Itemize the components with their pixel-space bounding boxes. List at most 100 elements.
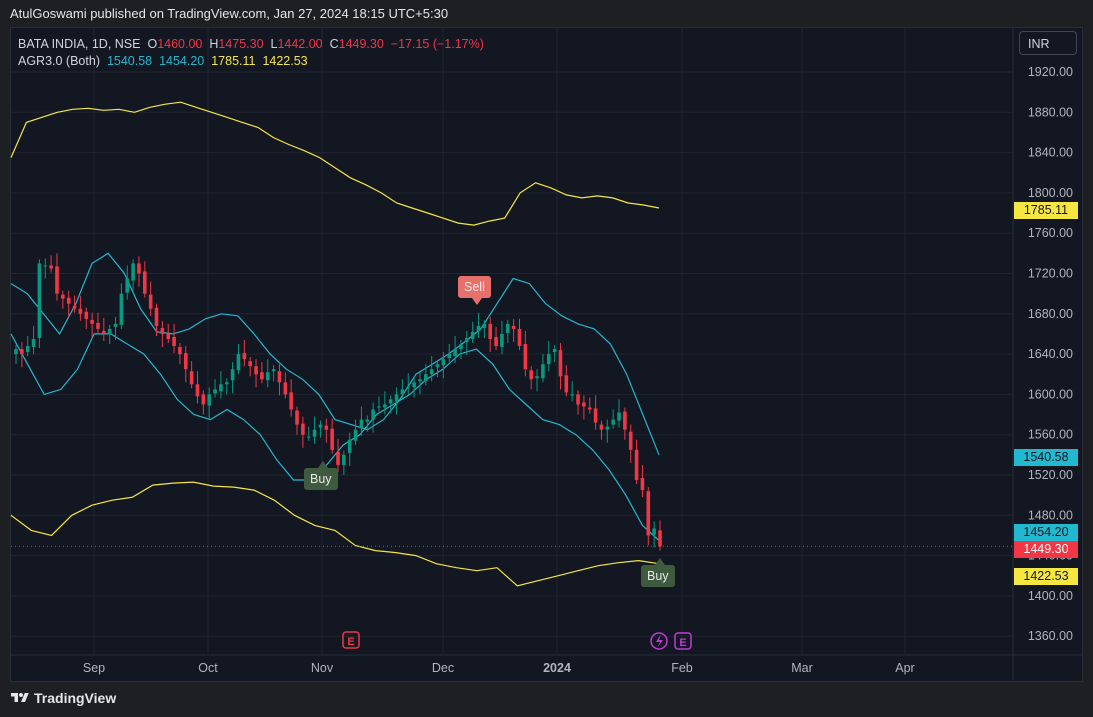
indicator-value-1: 1540.58 (106, 54, 153, 68)
candle-body (254, 366, 258, 375)
candle-body (224, 382, 229, 385)
candle-body (119, 293, 124, 325)
candle-body (611, 419, 615, 425)
candle-body (418, 379, 422, 382)
candle-body (113, 323, 118, 327)
x-tick-label: Oct (198, 661, 218, 675)
candle-body (230, 369, 235, 381)
candle-body (517, 328, 522, 347)
candle-body (377, 406, 381, 408)
x-tick-label: Dec (432, 661, 454, 675)
candle-body (154, 307, 159, 326)
candle-body (49, 265, 53, 269)
candle-body (172, 336, 176, 347)
candle-body (72, 305, 77, 309)
candle-body (658, 530, 662, 547)
candle-body (634, 449, 639, 481)
earnings-marker-glyph: E (347, 636, 354, 648)
candle-body (535, 376, 539, 379)
candle-body (488, 323, 493, 339)
currency-button[interactable]: INR (1019, 31, 1077, 55)
candle-body (353, 429, 358, 441)
candle-body (25, 346, 30, 353)
candle-body (20, 349, 24, 355)
candle-body (652, 528, 656, 535)
candle-body (476, 325, 481, 331)
chart-legend: BATA INDIA, 1D, NSE O1460.00 H1475.30 L1… (18, 36, 484, 70)
indicator-row: AGR3.0 (Both) 1540.58 1454.20 1785.11 14… (18, 53, 484, 70)
candle-body (61, 294, 65, 299)
candle-body (359, 419, 364, 429)
candle-body (160, 327, 165, 334)
candle-body (37, 263, 42, 338)
indicator-value-3: 1785.11 (211, 54, 256, 68)
candle-body (271, 369, 276, 372)
candle-body (277, 371, 282, 383)
close-value: 1449.30 (338, 37, 384, 51)
candle-body (617, 412, 621, 421)
buy-signal-2[interactable]: Buy (641, 565, 675, 587)
y-tick-label: 1560.00 (1028, 428, 1073, 442)
candle-body (424, 374, 428, 382)
candle-body (31, 338, 36, 348)
high-value: 1475.30 (218, 37, 264, 51)
candle-body (236, 354, 241, 371)
candle-body (371, 409, 375, 420)
earnings-marker-icon (342, 631, 360, 649)
candle-body (441, 359, 446, 366)
candle-body (529, 370, 533, 380)
y-tick-label: 1360.00 (1028, 629, 1073, 643)
candle-body (576, 394, 580, 405)
candle-body (183, 353, 188, 370)
candle-body (125, 278, 130, 293)
footer-brand-text: TradingView (34, 690, 117, 706)
indicator-value-4: 1422.53 (262, 54, 308, 68)
price-tag-upper-outer: 1785.11 (1014, 202, 1078, 219)
y-tick-label: 1400.00 (1028, 589, 1073, 603)
candle-body (306, 436, 311, 438)
candle-body (558, 350, 563, 377)
footer-brand[interactable]: TradingView (10, 690, 116, 706)
close-label: C (329, 37, 339, 51)
candle-body (447, 354, 452, 359)
candle-body (541, 364, 545, 379)
candle-body (43, 265, 48, 267)
lower-outer-band-line (10, 481, 660, 587)
upper-inner-band-line (10, 252, 660, 456)
candle-body (494, 336, 498, 347)
y-tick-label: 1520.00 (1028, 468, 1073, 482)
candle-body (546, 354, 551, 365)
price-tag-lower-outer: 1422.53 (1014, 568, 1078, 585)
open-value: 1460.00 (157, 37, 203, 51)
low-label: L (270, 37, 278, 51)
candle-body (213, 389, 217, 394)
candle-body (242, 353, 247, 360)
candle-body (459, 344, 463, 350)
candle-body (107, 328, 112, 334)
buy-signal-2-pointer (655, 558, 665, 565)
open-label: O (147, 37, 158, 51)
buy-signal-1[interactable]: Buy (304, 468, 338, 490)
y-tick-label: 1720.00 (1028, 267, 1073, 281)
candle-body (289, 392, 293, 410)
candle-body (55, 266, 59, 294)
candle-body (265, 372, 270, 381)
candle-body (312, 429, 317, 437)
candle-body (482, 323, 487, 328)
candle-body (318, 424, 323, 428)
symbol-label[interactable]: BATA INDIA, 1D, NSE (18, 37, 141, 51)
candle-body (429, 369, 434, 375)
sell-signal[interactable]: Sell (458, 276, 491, 298)
candle-body (383, 404, 387, 408)
x-tick-label: Nov (311, 661, 334, 675)
candle-body (84, 311, 89, 319)
candle-body (400, 389, 405, 395)
candle-body (388, 399, 393, 404)
sell-signal-pointer (472, 298, 482, 305)
indicator-label[interactable]: AGR3.0 (Both) (18, 54, 100, 68)
candle-body (640, 478, 645, 491)
candle-body (500, 333, 504, 348)
candle-body (394, 394, 399, 402)
candle-body (412, 382, 416, 388)
